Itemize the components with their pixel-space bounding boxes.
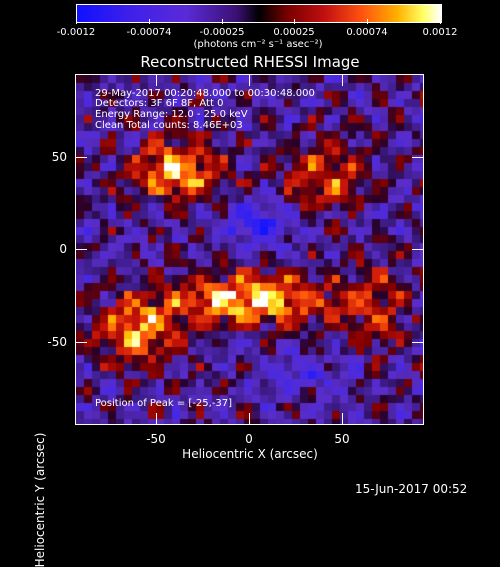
colorbar-tick [222,19,223,24]
y-tick-label: -50 [47,335,67,349]
y-tick-mark-right [412,249,423,250]
generation-timestamp: 15-Jun-2017 00:52 [355,482,468,496]
x-tick-mark-top [249,75,250,86]
x-tick-label: -50 [146,432,166,446]
colorbar-tick [76,19,77,24]
x-tick-mark-top [342,75,343,86]
peak-position: Position of Peak = [-25,-37] [95,398,233,409]
plot-title: Reconstructed RHESSI Image [140,53,360,71]
y-tick-label: 0 [59,242,67,256]
x-tick-mark-top [156,75,157,86]
info-energy-range: Energy Range: 12.0 - 25.0 keV [95,109,248,120]
x-tick-mark [342,413,343,424]
info-detectors: Detectors: 3F 6F 8F, Att 0 [95,98,224,109]
info-total-counts: Clean Total counts: 8.46E+03 [95,120,243,131]
x-tick-label: 0 [245,432,253,446]
x-tick-mark [249,413,250,424]
y-tick-mark [76,157,87,158]
colorbar-tick-label: -0.00074 [126,27,172,38]
colorbar-tick-label: 0.00025 [273,27,315,38]
colorbar-tick-label: 0.0012 [422,27,458,38]
x-tick-label: 50 [334,432,350,446]
info-time-range: 29-May-2017 00:20:48.000 to 00:30:48.000 [95,88,315,99]
heatmap-image [76,75,423,424]
y-tick-mark-right [412,342,423,343]
colorbar-tick [294,19,295,24]
y-tick-mark-right [412,157,423,158]
y-tick-label: 50 [51,150,67,164]
colorbar-tick [367,19,368,24]
x-axis-label: Heliocentric X (arcsec) [182,447,318,461]
colorbar-units: (photons cm⁻² s⁻¹ asec⁻²) [193,39,323,50]
colorbar [76,4,442,23]
plot-area [75,74,424,425]
y-tick-mark [76,342,87,343]
colorbar-tick-label: -0.0012 [56,27,96,38]
y-tick-mark [76,249,87,250]
colorbar-tick [440,19,441,24]
x-tick-mark [156,413,157,424]
colorbar-tick-label: -0.00025 [199,27,245,38]
colorbar-tick-label: 0.00074 [346,27,388,38]
colorbar-tick [149,19,150,24]
